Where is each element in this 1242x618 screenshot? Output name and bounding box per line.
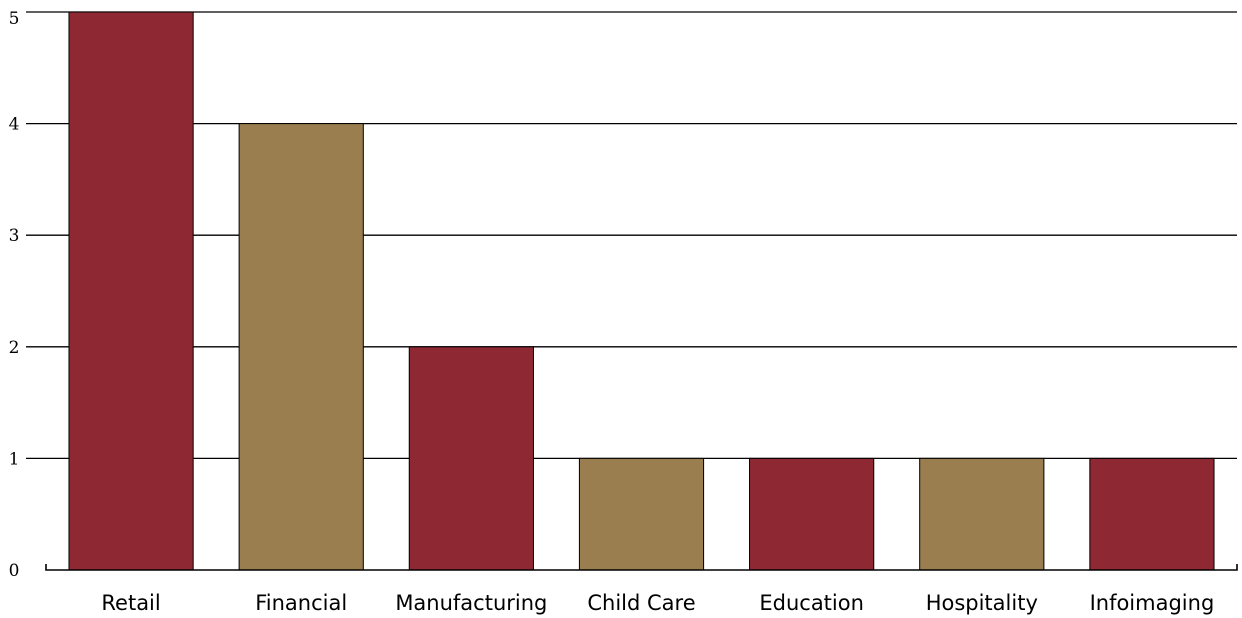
y-tick-label: 3 <box>9 226 20 246</box>
x-category-labels: Retail Financial Manufacturing Child Care Ed… <box>101 591 1214 615</box>
bars <box>68 11 1215 571</box>
y-tick-label: 1 <box>9 449 20 469</box>
bar-education <box>749 457 875 571</box>
bar-manufacturing <box>408 346 534 571</box>
bar-hospitality <box>919 457 1045 571</box>
y-tick-label: 5 <box>9 9 20 29</box>
y-tick-label: 2 <box>9 338 20 358</box>
x-category-label: Retail <box>101 591 160 615</box>
x-category-label: Infoimaging <box>1090 591 1215 615</box>
x-category-label: Education <box>759 591 864 615</box>
x-category-label: Manufacturing <box>395 591 547 615</box>
x-category-label: Child Care <box>587 591 695 615</box>
x-category-label: Hospitality <box>926 591 1038 615</box>
x-category-label: Financial <box>255 591 347 615</box>
bar-infoimaging <box>1089 457 1215 571</box>
y-tick-label: 0 <box>9 561 20 581</box>
y-tick-labels: 0 1 2 3 4 5 <box>9 9 20 581</box>
gridlines <box>26 11 1237 460</box>
y-tick-label: 4 <box>9 115 20 135</box>
bar-financial <box>238 123 364 571</box>
bar-child-care <box>578 457 705 571</box>
x-axis-line <box>45 564 1238 571</box>
axes <box>45 564 1238 571</box>
bar-retail <box>68 11 194 571</box>
